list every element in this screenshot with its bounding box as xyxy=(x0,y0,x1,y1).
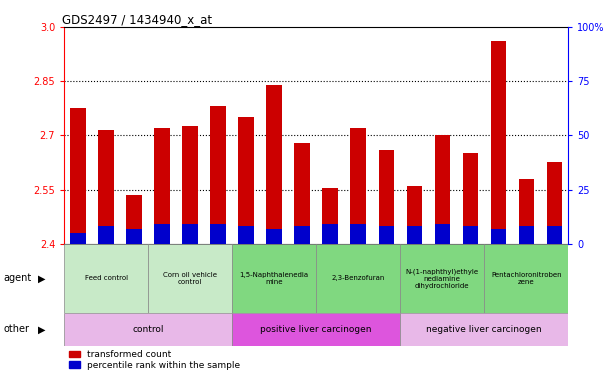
Text: ▶: ▶ xyxy=(38,273,45,283)
Bar xyxy=(295,142,310,244)
Bar xyxy=(155,128,170,244)
Bar xyxy=(378,227,394,244)
Bar xyxy=(519,179,534,244)
Bar xyxy=(546,227,562,244)
Text: other: other xyxy=(3,324,29,334)
Text: Corn oil vehicle
control: Corn oil vehicle control xyxy=(163,272,217,285)
Text: positive liver carcinogen: positive liver carcinogen xyxy=(260,325,372,334)
Bar xyxy=(406,227,422,244)
Text: control: control xyxy=(133,325,164,334)
Text: Pentachloronitroben
zene: Pentachloronitroben zene xyxy=(491,272,562,285)
Text: GDS2497 / 1434940_x_at: GDS2497 / 1434940_x_at xyxy=(62,13,212,26)
Bar xyxy=(183,126,198,244)
Bar xyxy=(491,41,506,244)
Bar xyxy=(316,244,400,313)
Bar xyxy=(126,228,142,244)
Bar xyxy=(148,244,232,313)
Bar xyxy=(98,227,114,244)
Bar xyxy=(406,186,422,244)
Text: negative liver carcinogen: negative liver carcinogen xyxy=(426,325,542,334)
Bar xyxy=(323,224,338,244)
Text: N-(1-naphthyl)ethyle
nediamine
dihydrochloride: N-(1-naphthyl)ethyle nediamine dihydroch… xyxy=(406,268,479,289)
Bar xyxy=(232,313,400,346)
Bar xyxy=(519,227,534,244)
Bar xyxy=(155,224,170,244)
Bar xyxy=(70,108,86,244)
Bar xyxy=(238,117,254,244)
Text: 2,3-Benzofuran: 2,3-Benzofuran xyxy=(332,275,385,281)
Bar xyxy=(266,228,282,244)
Bar xyxy=(378,150,394,244)
Bar xyxy=(434,135,450,244)
Bar xyxy=(323,188,338,244)
Bar xyxy=(491,228,506,244)
Bar xyxy=(126,195,142,244)
Text: Feed control: Feed control xyxy=(84,275,128,281)
Bar xyxy=(64,313,232,346)
Bar xyxy=(266,85,282,244)
Bar xyxy=(295,227,310,244)
Bar xyxy=(351,128,366,244)
Bar xyxy=(463,154,478,244)
Bar xyxy=(70,233,86,244)
Bar xyxy=(183,224,198,244)
Legend: transformed count, percentile rank within the sample: transformed count, percentile rank withi… xyxy=(68,350,240,370)
Bar xyxy=(351,224,366,244)
Bar xyxy=(463,227,478,244)
Bar xyxy=(400,313,568,346)
Bar xyxy=(98,130,114,244)
Bar xyxy=(210,106,226,244)
Text: ▶: ▶ xyxy=(38,324,45,334)
Text: agent: agent xyxy=(3,273,31,283)
Bar xyxy=(484,244,568,313)
Text: 1,5-Naphthalenedia
mine: 1,5-Naphthalenedia mine xyxy=(240,272,309,285)
Bar xyxy=(546,162,562,244)
Bar xyxy=(434,224,450,244)
Bar xyxy=(232,244,316,313)
Bar xyxy=(210,224,226,244)
Bar xyxy=(238,227,254,244)
Bar xyxy=(64,244,148,313)
Bar xyxy=(400,244,484,313)
